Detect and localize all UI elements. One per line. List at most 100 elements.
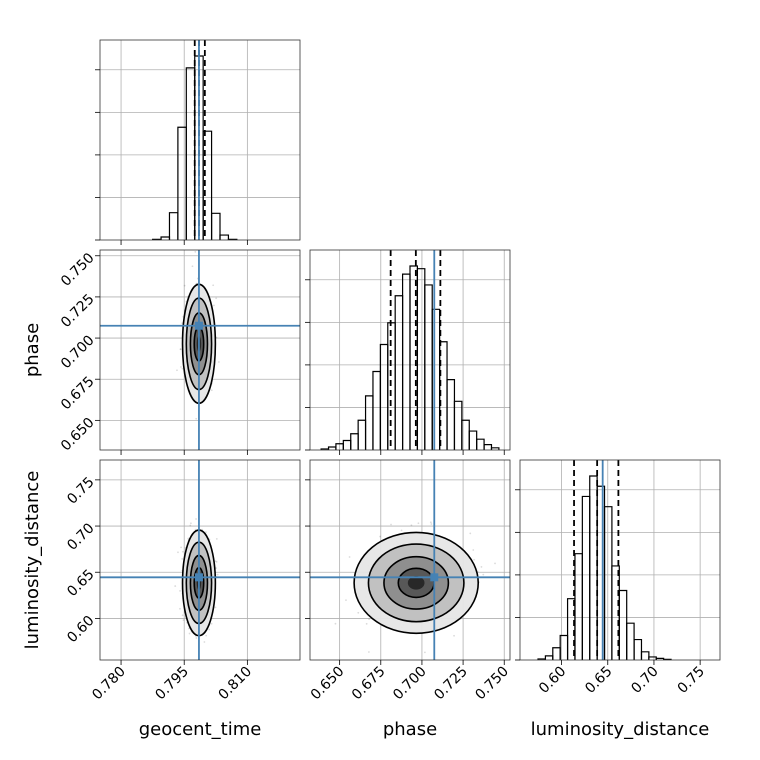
sample-point: [367, 651, 370, 653]
truth-marker: [430, 573, 439, 582]
sample-point: [174, 585, 177, 587]
y-axis-tick-label: 0.750: [58, 250, 98, 290]
histogram-bins: [537, 475, 672, 660]
sample-point: [417, 522, 420, 525]
y-axis-tick-label: 0.725: [58, 291, 98, 331]
histogram-bin: [364, 395, 374, 450]
sample-point: [191, 265, 194, 268]
axes-frame: [99, 39, 301, 241]
sample-point: [203, 641, 206, 643]
histogram-bin: [581, 495, 591, 660]
y-axis-tick-label: 0.700: [58, 332, 98, 372]
sample-point: [179, 348, 182, 351]
histogram-bin: [168, 212, 179, 240]
axes-frame: [99, 459, 301, 661]
sample-point: [187, 627, 190, 630]
sample-point: [400, 529, 403, 532]
sample-point: [210, 389, 213, 392]
sample-point: [482, 573, 485, 576]
x-axis-tick-label: 0.70: [628, 664, 661, 697]
grid-lines: [100, 40, 300, 240]
histogram-bin: [552, 647, 561, 660]
histogram-bins: [320, 265, 500, 450]
axes-frame: [99, 249, 301, 451]
sample-point: [205, 634, 208, 637]
histogram-bin: [640, 651, 650, 660]
scatter-panel-geocent_time-luminosity_distance: 0.780 0.795 0.810 0.60 0.65 0.70 0.75: [64, 459, 301, 704]
sample-point: [472, 549, 475, 551]
density-level: [407, 576, 425, 590]
x-axis-tick-label: 0.650: [308, 664, 348, 704]
histogram-bin: [210, 212, 221, 240]
y-axis-tick-label: 0.60: [64, 613, 97, 646]
sample-point: [215, 297, 218, 300]
sample-point: [429, 521, 432, 524]
sample-point: [214, 606, 217, 609]
truth-marker: [194, 321, 203, 330]
contour-line: [353, 531, 480, 635]
x-axis-label-geocent_time: geocent_time: [139, 719, 262, 740]
sample-point: [190, 522, 192, 525]
sample-point: [423, 651, 426, 654]
x-axis-tick-label: 0.810: [216, 664, 256, 704]
x-axis-label-phase: phase: [383, 719, 437, 740]
sample-point: [181, 550, 184, 553]
histogram-bin: [160, 236, 171, 240]
sample-point: [188, 632, 191, 635]
sample-point: [195, 637, 198, 639]
histogram-bin: [431, 308, 441, 450]
sample-point: [195, 417, 198, 420]
sample-point: [176, 369, 178, 372]
axes-frame: [309, 459, 511, 661]
sample-point: [179, 348, 182, 351]
axes-frame: [519, 459, 721, 661]
sample-point: [453, 634, 455, 637]
histogram-bin: [219, 234, 230, 240]
sample-point: [187, 537, 190, 540]
histogram-bin: [177, 126, 187, 240]
x-axis-tick-label: 0.725: [431, 664, 471, 704]
x-axis-tick-label: 0.60: [536, 664, 569, 697]
sample-point: [210, 622, 213, 625]
histogram-bin: [342, 439, 352, 450]
sample-point: [215, 560, 218, 563]
x-axis-tick-label: 0.65: [582, 664, 615, 697]
hist-panel-luminosity_distance: 0.60 0.65 0.70 0.75: [515, 459, 721, 697]
histogram-bin: [416, 268, 426, 450]
histogram-bin: [202, 130, 213, 240]
sample-point: [368, 618, 371, 621]
sample-point: [180, 546, 182, 549]
histogram-bin: [350, 433, 359, 450]
y-axis-tick-label: 0.70: [64, 520, 97, 553]
sample-point: [215, 538, 218, 540]
x-axis-tick-label: 0.750: [472, 664, 512, 704]
sample-point: [334, 622, 337, 625]
contour-line: [367, 543, 465, 623]
density-layer: [334, 521, 496, 654]
sample-point: [357, 611, 360, 614]
histogram-bin: [394, 295, 404, 450]
sample-point: [212, 284, 215, 287]
sample-point: [469, 532, 472, 535]
histogram-bin: [185, 67, 196, 240]
sample-point: [181, 614, 184, 617]
histogram-bin: [603, 506, 613, 660]
x-axis-tick-label: 0.700: [390, 664, 430, 704]
histogram-bin: [589, 475, 598, 660]
histogram-bin: [468, 430, 478, 450]
sample-point: [177, 551, 179, 554]
sample-point: [182, 619, 185, 622]
histogram-bin: [633, 638, 643, 660]
sample-point: [215, 567, 217, 569]
sample-point: [180, 366, 182, 368]
sample-point: [410, 524, 413, 527]
sample-point: [390, 523, 392, 526]
histogram-bin: [379, 343, 389, 450]
sample-point: [216, 573, 219, 576]
y-axis-label-luminosity_distance: luminosity_distance: [22, 471, 43, 650]
sample-point: [494, 562, 496, 565]
y-axis-tick-label: 0.675: [58, 374, 98, 414]
sample-point: [183, 284, 186, 287]
